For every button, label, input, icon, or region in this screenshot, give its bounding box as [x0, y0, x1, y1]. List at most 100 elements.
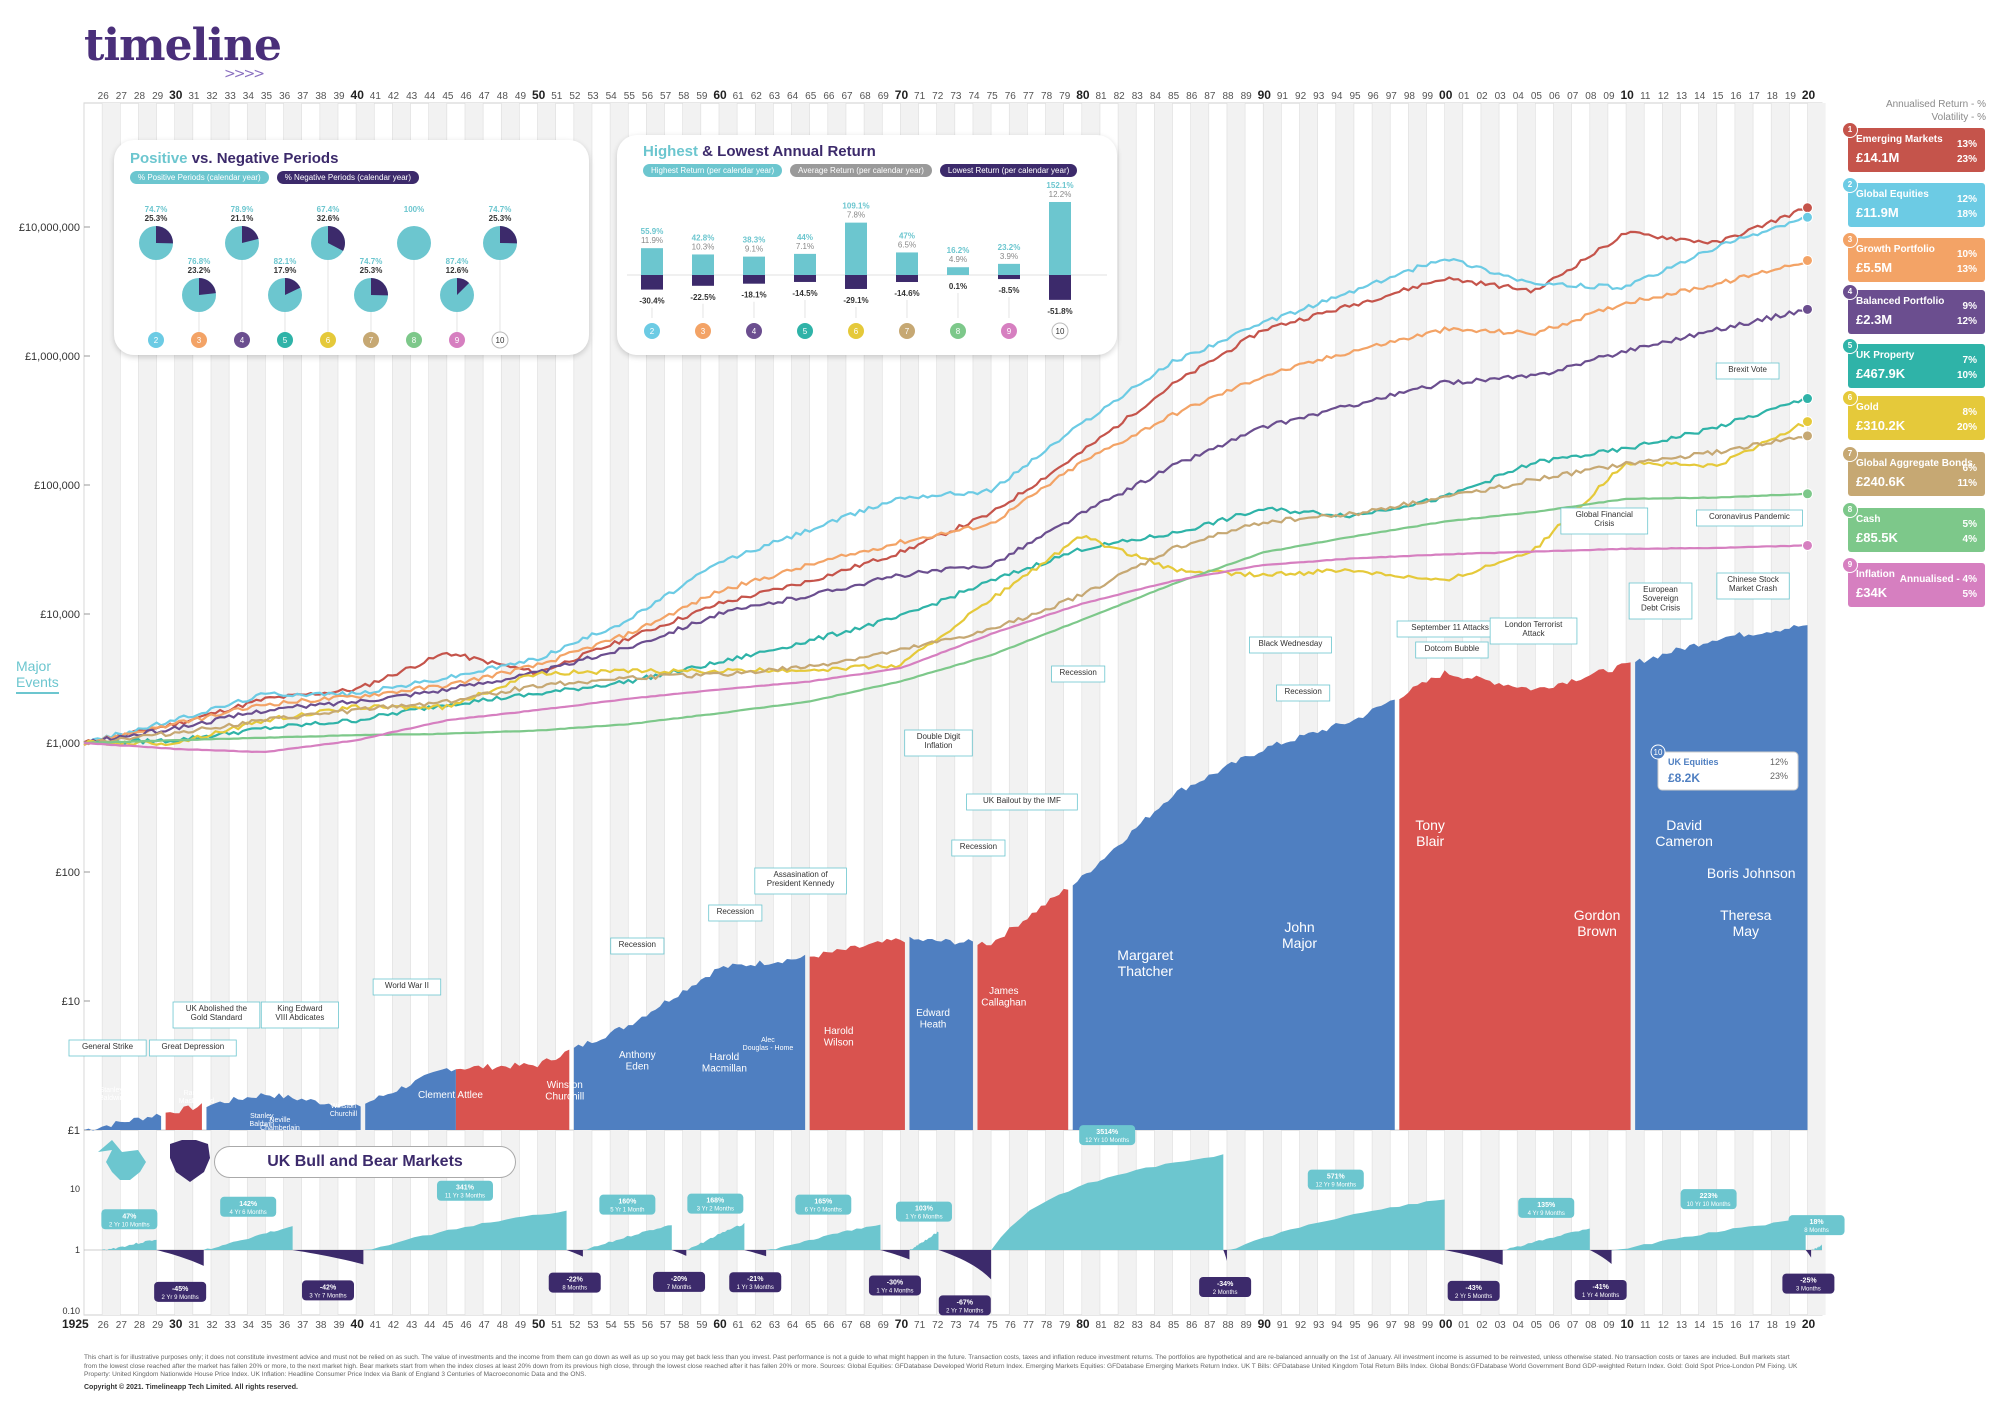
pie-neg-label: 32.6%: [317, 214, 340, 223]
event-text: Recession: [960, 842, 997, 851]
bull-dur: 2 Yr 10 Months: [109, 1222, 150, 1228]
year-label-top: 15: [1712, 91, 1724, 102]
year-label-bottom: 32: [207, 1320, 219, 1331]
year-label-bottom: 28: [134, 1320, 146, 1331]
event-text: Dotcom Bubble: [1425, 644, 1480, 653]
bull-label-5: 165% 6 Yr 0 Months: [795, 1194, 852, 1215]
year-label-bottom: 31: [188, 1320, 200, 1331]
legend-num: 2: [1842, 177, 1858, 193]
legend-value: £5.5M: [1856, 260, 1893, 275]
bear-pct: -42%: [320, 1284, 337, 1291]
legend-num: 9: [1842, 557, 1858, 573]
pie-num: 5: [283, 336, 288, 345]
bull-pct: 165%: [814, 1199, 833, 1206]
footnote: This chart is for illustrative purposes …: [84, 1354, 1798, 1378]
year-label-top: 87: [1204, 91, 1216, 102]
year-label-top: 01: [1458, 91, 1470, 102]
year-label-bottom: 68: [860, 1320, 872, 1331]
year-label-bottom: 56: [642, 1320, 654, 1331]
year-label-top: 60: [713, 88, 727, 102]
legend-value: £34K: [1856, 585, 1888, 600]
year-label-top: 36: [279, 91, 291, 102]
event-12: Black Wednesday: [1249, 636, 1332, 654]
pie-num-bg: [406, 332, 422, 348]
series-end-marker-3: [1801, 254, 1813, 266]
legend-num: 4: [1842, 284, 1858, 300]
bull-pct: 223%: [1700, 1193, 1719, 1200]
event-text: UK Abolished the Gold Standard: [186, 1004, 248, 1022]
bear-dur: 8 Months: [562, 1286, 587, 1292]
year-label-top: 04: [1513, 91, 1525, 102]
legend-name: UK Property: [1856, 350, 1915, 361]
pm-label: Winston Churchill: [330, 1103, 358, 1118]
uk-callout-num: 10: [1654, 748, 1663, 757]
legend-item: 5 UK Property £467.9K 7% 10%: [1842, 338, 1985, 388]
bull-area-10: [1611, 1218, 1806, 1251]
year-stripe: [1335, 103, 1354, 1315]
pie-neg-label: 17.9%: [274, 266, 297, 275]
bull-pct: 3514%: [1096, 1129, 1119, 1136]
pie-neg: [285, 278, 301, 295]
bear-area-1: [292, 1250, 364, 1265]
year-label-bottom: 52: [569, 1320, 581, 1331]
year-label-top: 07: [1567, 91, 1579, 102]
year-label-top: 16: [1730, 91, 1742, 102]
year-label-top: 59: [696, 91, 708, 102]
hl-avg-label: 10.3%: [692, 242, 715, 251]
year-label-top: 61: [733, 91, 745, 102]
bull-dur: 12 Yr 10 Months: [1085, 1138, 1129, 1144]
year-label-bottom: 99: [1422, 1320, 1434, 1331]
pie-num: 9: [455, 336, 460, 345]
pm-label: David Cameron: [1655, 817, 1713, 849]
hl-num: 4: [752, 327, 757, 336]
pm-label: Margaret Thatcher: [1117, 947, 1173, 979]
bull-label-1: 142% 4 Yr 6 Months: [220, 1196, 277, 1217]
year-label-top: 13: [1676, 91, 1688, 102]
pos-neg-title: Positive vs. Negative Periods: [130, 150, 339, 167]
year-label-bottom: 66: [823, 1320, 835, 1331]
bull-label-2: 341% 11 Yr 3 Months: [436, 1180, 493, 1201]
pm-label: Harold Macmillan: [702, 1052, 747, 1075]
bear-label-3: -20% 7 Months: [653, 1271, 706, 1292]
year-label-bottom: 73: [950, 1320, 962, 1331]
pm-label: Theresa May: [1720, 907, 1772, 939]
pie-pos-label: 100%: [404, 205, 424, 214]
year-stripe: [138, 103, 157, 1315]
bear-pct: -43%: [1466, 1285, 1483, 1292]
bull-dur: 4 Yr 9 Months: [1528, 1211, 1565, 1217]
bull-label-8: 571% 12 Yr 9 Months: [1307, 1169, 1364, 1190]
event-box: [260, 1001, 339, 1029]
pm-label: James Callaghan: [981, 986, 1026, 1009]
pie-pos-label: 82.1%: [274, 257, 297, 266]
bear-badge: [938, 1295, 991, 1316]
year-label-top: 68: [860, 91, 872, 102]
hl-num: 8: [956, 327, 961, 336]
year-label-top: 90: [1258, 88, 1272, 102]
year-label-top: 00: [1439, 88, 1453, 102]
hl-low-label: -14.6%: [894, 289, 919, 298]
year-label-top: 64: [787, 91, 799, 102]
bull-area-1: [203, 1226, 293, 1250]
year-label-top: 06: [1549, 91, 1561, 102]
series-end-marker-6: [1801, 416, 1813, 428]
legend-stats: 7% 10%: [1957, 353, 1977, 383]
hl-avg-label: 7.8%: [847, 211, 865, 220]
bear-dur: 7 Months: [667, 1285, 692, 1291]
series-end-marker-4: [1801, 303, 1813, 315]
bear-label-2: -22% 8 Months: [548, 1272, 601, 1293]
year-label-bottom: 45: [442, 1320, 454, 1331]
bull-dur: 6 Yr 0 Months: [805, 1208, 842, 1214]
bear-badge: [154, 1281, 207, 1302]
hl-low-label: -14.5%: [792, 289, 817, 298]
year-label-bottom: 14: [1694, 1320, 1706, 1331]
year-label-bottom: 92: [1295, 1320, 1307, 1331]
year-label-top: 47: [479, 91, 491, 102]
bear-dur: 3 Yr 7 Months: [309, 1293, 346, 1299]
year-label-bottom: 74: [968, 1320, 980, 1331]
bull-area-0: [102, 1239, 157, 1251]
year-label-bottom: 11: [1640, 1320, 1651, 1331]
pie-neg-label: 25.3%: [145, 214, 168, 223]
year-label-top: 54: [606, 91, 618, 102]
pie-pos-label: 76.8%: [188, 257, 211, 266]
copyright: Copyright © 2021. Timelineapp Tech Limit…: [84, 1384, 298, 1391]
